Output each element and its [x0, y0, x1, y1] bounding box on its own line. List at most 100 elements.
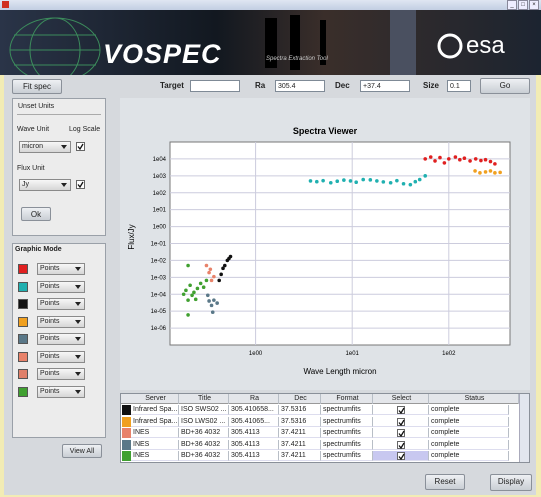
- select-checkbox[interactable]: [397, 441, 405, 449]
- data-point: [361, 178, 365, 182]
- data-point: [409, 183, 413, 187]
- data-point: [315, 180, 319, 184]
- go-button[interactable]: Go: [480, 78, 530, 94]
- check-stroke: [399, 431, 404, 436]
- column-header[interactable]: Format: [321, 394, 373, 404]
- row-swatch: [122, 440, 131, 450]
- select-checkbox[interactable]: [397, 418, 405, 426]
- data-point: [209, 267, 213, 271]
- fit-button[interactable]: Fit spec: [12, 79, 62, 94]
- check-stroke: [78, 182, 83, 187]
- mode-select[interactable]: Points: [37, 298, 85, 310]
- column-header[interactable]: Server: [131, 394, 179, 404]
- ok-button[interactable]: Ok: [21, 207, 51, 221]
- table-cell: spectrumfits: [321, 428, 373, 438]
- select-checkbox[interactable]: [397, 452, 405, 460]
- data-point: [458, 158, 462, 162]
- data-point: [210, 279, 214, 283]
- target-input[interactable]: [190, 80, 240, 92]
- reset-button[interactable]: Reset: [425, 474, 465, 490]
- data-point: [395, 179, 399, 183]
- select-checkbox[interactable]: [397, 406, 405, 414]
- table-cell: 37.4211: [279, 451, 321, 461]
- data-point: [211, 310, 215, 314]
- wave-unit-select[interactable]: micron: [19, 141, 71, 153]
- table-cell: 305.41065...: [229, 417, 279, 427]
- check-stroke: [399, 420, 404, 425]
- table-cell: 37.5316: [279, 417, 321, 427]
- units-panel: Unset Units Wave Unit Log Scale micron F…: [12, 98, 106, 236]
- display-button[interactable]: Display: [490, 474, 532, 491]
- column-header[interactable]: Dec: [279, 394, 321, 404]
- window-controls: _□×: [507, 0, 539, 10]
- data-point: [478, 171, 482, 175]
- data-point: [493, 171, 497, 175]
- agency-logo: esa: [466, 32, 505, 60]
- data-point: [433, 159, 437, 163]
- wave-log-checkbox[interactable]: [76, 142, 85, 151]
- ra-input[interactable]: 305.4: [275, 80, 325, 92]
- column-header[interactable]: Ra: [229, 394, 279, 404]
- table-cell: Infrared Spa...: [131, 405, 179, 415]
- select-cell: [373, 428, 429, 438]
- dec-label: Dec: [335, 81, 350, 90]
- column-header[interactable]: Select: [373, 394, 429, 404]
- color-swatch: [18, 352, 28, 362]
- window-control[interactable]: _: [507, 0, 517, 10]
- check-mark: [398, 407, 405, 414]
- mode-select[interactable]: Points: [37, 351, 85, 363]
- data-point: [375, 179, 379, 183]
- mode-select[interactable]: Points: [37, 316, 85, 328]
- size-input[interactable]: 0.1: [447, 80, 471, 92]
- ra-label: Ra: [255, 81, 265, 90]
- data-point: [443, 161, 447, 165]
- mode-select[interactable]: Points: [37, 386, 85, 398]
- view-all-button[interactable]: View All: [62, 444, 102, 458]
- banner: VOSPEC Spectra Extraction Tool esa: [0, 10, 541, 75]
- data-point: [202, 285, 206, 289]
- dec-input[interactable]: +37.4: [360, 80, 410, 92]
- table-cell: INES: [131, 428, 179, 438]
- mode-select[interactable]: Points: [37, 333, 85, 345]
- table-cell: INES: [131, 451, 179, 461]
- data-point: [205, 279, 209, 283]
- color-swatch: [18, 387, 28, 397]
- column-header[interactable]: Title: [179, 394, 229, 404]
- select-cell: [373, 405, 429, 415]
- table-cell: ISO LWS02 ...: [179, 417, 229, 427]
- table-cell: BD+36 4032: [179, 451, 229, 461]
- column-header[interactable]: Status: [429, 394, 519, 404]
- select-cell: [373, 440, 429, 450]
- flux-log-checkbox[interactable]: [76, 180, 85, 189]
- scrollbar[interactable]: [519, 394, 529, 462]
- table-cell: 37.4211: [279, 440, 321, 450]
- target-label: Target: [160, 81, 184, 90]
- table-cell: 37.5316: [279, 405, 321, 415]
- window-control[interactable]: □: [518, 0, 528, 10]
- flux-unit-select[interactable]: Jy: [19, 179, 71, 191]
- window-control[interactable]: ×: [529, 0, 539, 10]
- data-point: [423, 157, 427, 161]
- data-point: [196, 287, 200, 291]
- vospec-window: _□× VOSPEC Spectra Extraction Tool esa F…: [0, 0, 541, 497]
- y-tick-label: 1e-01: [151, 242, 167, 248]
- mode-select[interactable]: Points: [37, 281, 85, 293]
- data-point: [184, 289, 188, 293]
- row-swatch: [122, 405, 131, 415]
- data-point: [354, 180, 358, 184]
- mode-select[interactable]: Points: [37, 368, 85, 380]
- y-tick-label: 1e-04: [151, 292, 167, 298]
- data-point: [498, 171, 502, 175]
- data-point: [468, 159, 472, 163]
- select-checkbox[interactable]: [397, 429, 405, 437]
- data-point: [215, 301, 219, 305]
- color-swatch: [18, 369, 28, 379]
- mode-select[interactable]: Points: [37, 263, 85, 275]
- data-point: [229, 255, 233, 259]
- y-tick-label: 1e01: [153, 208, 167, 214]
- data-point: [212, 275, 216, 279]
- table-cell: ISO SWS02 ...: [179, 405, 229, 415]
- data-point: [212, 298, 216, 302]
- check-stroke: [78, 144, 83, 149]
